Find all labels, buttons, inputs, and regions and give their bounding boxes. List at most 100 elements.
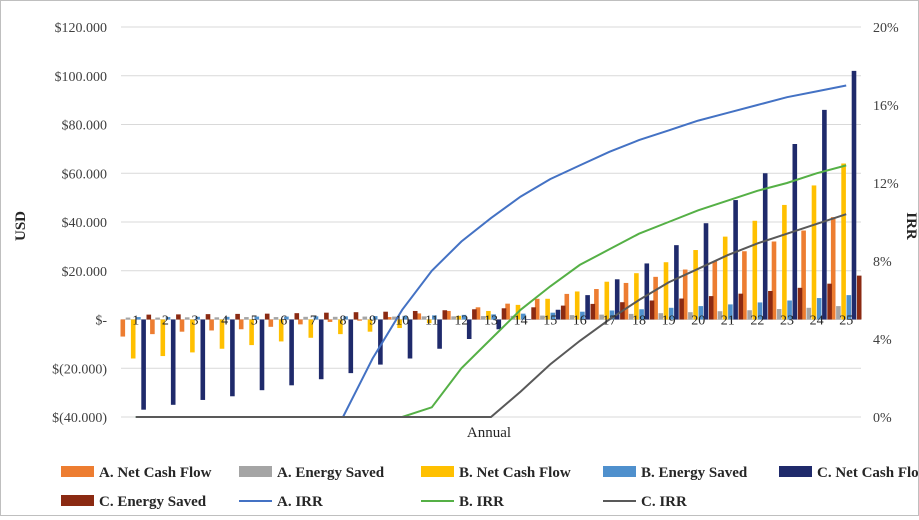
- bar-a-energy-saved-6: [273, 317, 279, 320]
- bar-a-net-cash-flow-25: [830, 217, 836, 320]
- bar-c-net-cash-flow-5: [259, 319, 265, 391]
- category-label: 22: [750, 314, 764, 329]
- y-tick-label: $40.000: [62, 216, 108, 231]
- bar-a-energy-saved-20: [688, 312, 693, 320]
- bar-b-energy-saved-23: [787, 300, 792, 320]
- category-label: 24: [810, 314, 824, 329]
- bar-c-net-cash-flow-19: [674, 245, 679, 320]
- category-label: 18: [632, 314, 646, 329]
- bar-c-energy-saved-22: [768, 290, 773, 320]
- legend-item: B. Net Cash Flow: [421, 465, 571, 481]
- category-label: 14: [514, 314, 528, 329]
- bar-c-net-cash-flow-16: [585, 295, 590, 320]
- bar-a-energy-saved-24: [806, 307, 812, 320]
- bar-b-energy-saved-24: [816, 298, 822, 320]
- category-label: 15: [543, 314, 557, 329]
- bar-b-net-cash-flow-8: [338, 319, 343, 335]
- bar-a-energy-saved-3: [184, 317, 190, 320]
- bar-c-energy-saved-25: [856, 275, 862, 320]
- legend-swatch: [603, 466, 636, 477]
- bar-c-net-cash-flow-18: [644, 263, 650, 320]
- legend-label: C. IRR: [641, 494, 687, 510]
- bar-a-net-cash-flow-2: [150, 319, 155, 335]
- bar-b-net-cash-flow-13: [486, 310, 491, 320]
- y2-tick-label: 12%: [873, 177, 899, 192]
- bar-c-net-cash-flow-20: [703, 223, 709, 320]
- bar-c-energy-saved-21: [738, 293, 744, 320]
- bar-c-energy-saved-23: [797, 287, 803, 320]
- bar-c-net-cash-flow-10: [407, 319, 413, 359]
- bar-a-net-cash-flow-15: [534, 298, 540, 320]
- bar-b-net-cash-flow-19: [663, 262, 669, 320]
- bar-b-energy-saved-12: [461, 314, 467, 320]
- left-axis-ticks: $120.000 $100.000 $80.000 $60.000 $40.000 $20…: [52, 21, 107, 426]
- bar-b-net-cash-flow-22: [752, 220, 758, 320]
- category-label: 7: [310, 314, 317, 329]
- bar-a-net-cash-flow-8: [327, 319, 333, 322]
- bar-b-energy-saved-7: [313, 316, 319, 320]
- bar-b-energy-saved-4: [224, 316, 230, 320]
- bar-a-net-cash-flow-12: [446, 310, 451, 320]
- bar-c-energy-saved-20: [708, 296, 714, 320]
- legend-swatch: [61, 466, 94, 477]
- bar-c-energy-saved-18: [649, 300, 655, 320]
- bar-c-net-cash-flow-22: [762, 173, 768, 320]
- legend-label: A. Energy Saved: [277, 465, 385, 481]
- category-label: 6: [280, 314, 287, 329]
- y2-axis-title: IRR: [903, 212, 918, 240]
- legend-swatch: [421, 466, 454, 477]
- bar-a-net-cash-flow-5: [238, 319, 244, 330]
- bar-a-net-cash-flow-4: [209, 319, 214, 331]
- bar-b-net-cash-flow-3: [190, 319, 195, 353]
- category-label: 9: [369, 314, 376, 329]
- bar-a-energy-saved-16: [569, 315, 575, 320]
- bar-a-energy-saved-8: [332, 316, 338, 320]
- legend-item: C. IRR: [603, 494, 687, 510]
- bar-c-energy-saved-24: [827, 283, 832, 320]
- bar-b-energy-saved-6: [284, 316, 289, 320]
- bar-c-energy-saved-6: [294, 313, 300, 320]
- category-label: 21: [721, 314, 735, 329]
- bar-c-energy-saved-12: [472, 309, 477, 320]
- bar-a-net-cash-flow-20: [682, 269, 688, 320]
- category-label: 12: [454, 314, 468, 329]
- bar-b-net-cash-flow-24: [811, 185, 817, 320]
- bar-c-net-cash-flow-6: [289, 319, 294, 386]
- bar-a-net-cash-flow-13: [475, 307, 481, 320]
- category-label: 13: [484, 314, 498, 329]
- bar-b-net-cash-flow-15: [545, 298, 550, 320]
- category-labels: 1 2 3 4 5 6 7 8 9 10 11 12 13 14 15 16 17 18 19 20 21 22 23 24 2…: [132, 314, 853, 329]
- bar-a-net-cash-flow-21: [712, 261, 718, 320]
- bar-a-net-cash-flow-10: [386, 317, 392, 320]
- bar-b-net-cash-flow-1: [130, 319, 136, 359]
- bar-c-energy-saved-13: [501, 308, 507, 320]
- bar-c-net-cash-flow-8: [348, 319, 354, 374]
- bar-c-energy-saved-15: [560, 305, 566, 320]
- bar-c-energy-saved-11: [442, 310, 448, 320]
- bar-b-energy-saved-19: [668, 307, 674, 320]
- legend: A. Net Cash Flow A. Energy Saved B. Net Ca…: [61, 465, 919, 510]
- y2-tick-label: 16%: [873, 99, 899, 114]
- bar-a-net-cash-flow-19: [653, 276, 658, 320]
- legend-item: A. IRR: [239, 494, 323, 510]
- bar-b-net-cash-flow-23: [782, 204, 787, 320]
- bar-b-net-cash-flow-7: [308, 319, 314, 338]
- y2-tick-label: 20%: [873, 21, 899, 36]
- bar-a-net-cash-flow-3: [179, 319, 185, 332]
- bar-a-energy-saved-10: [392, 316, 397, 320]
- bar-b-energy-saved-15: [550, 312, 556, 320]
- bar-c-energy-saved-7: [324, 312, 329, 320]
- bar-c-net-cash-flow-25: [851, 70, 857, 320]
- bar-a-net-cash-flow-6: [268, 319, 274, 327]
- bar-a-energy-saved-11: [421, 316, 427, 320]
- bar-a-net-cash-flow-7: [298, 319, 303, 325]
- bar-a-net-cash-flow-22: [742, 251, 747, 320]
- bar-b-net-cash-flow-18: [634, 273, 639, 320]
- bar-a-energy-saved-15: [540, 315, 545, 320]
- bar-b-energy-saved-13: [491, 314, 496, 320]
- bar-c-net-cash-flow-17: [614, 279, 620, 320]
- legend-swatch: [239, 466, 272, 477]
- category-label: 4: [221, 314, 228, 329]
- bar-b-energy-saved-17: [609, 310, 615, 320]
